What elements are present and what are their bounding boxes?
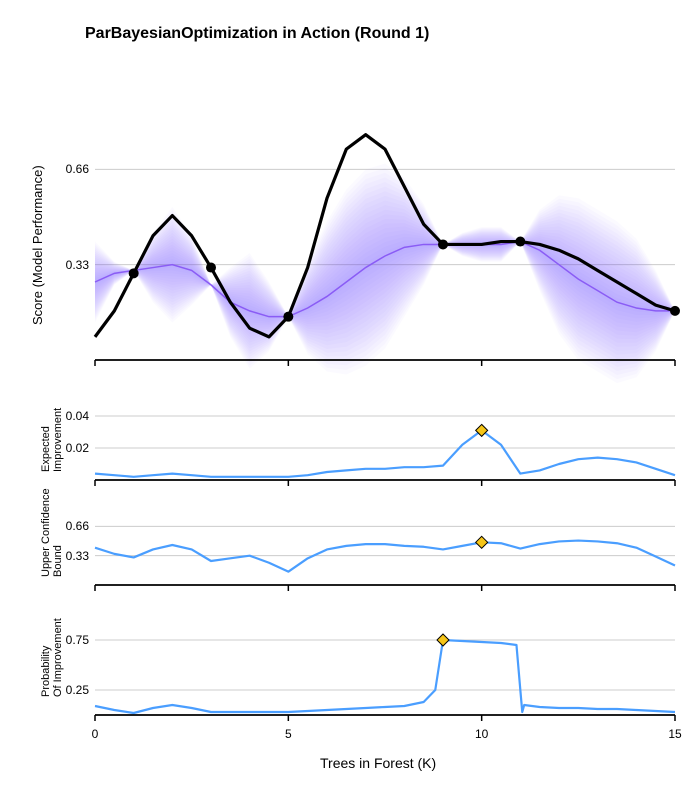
main-ylabel: Score (Model Performance) — [30, 165, 45, 325]
x-tick-label: 5 — [285, 727, 292, 741]
main-panel — [95, 100, 695, 380]
figure-title: ParBayesianOptimization in Action (Round… — [85, 25, 429, 43]
y-tick-label: 0.75 — [66, 633, 89, 647]
y-tick-label: 0.66 — [66, 519, 89, 533]
y-tick-label: 0.04 — [66, 409, 89, 423]
ei-ylabel: ExpectedImprovement — [40, 408, 64, 472]
pi-ylabel: ProbabilityOf Improvement — [40, 618, 64, 697]
x-tick-label: 10 — [475, 727, 488, 741]
y-tick-label: 0.02 — [66, 441, 89, 455]
x-tick-label: 15 — [668, 727, 681, 741]
pi-panel — [95, 615, 695, 735]
ei-panel — [95, 400, 695, 500]
y-tick-label: 0.33 — [66, 258, 89, 272]
y-tick-label: 0.25 — [66, 683, 89, 697]
ucb-panel — [95, 505, 695, 605]
y-tick-label: 0.66 — [66, 162, 89, 176]
x-tick-label: 0 — [92, 727, 99, 741]
figure-container: ParBayesianOptimization in Action (Round… — [0, 0, 700, 789]
y-tick-label: 0.33 — [66, 549, 89, 563]
x-axis-label: Trees in Forest (K) — [320, 755, 436, 771]
ucb-ylabel: Upper ConfidenceBound — [40, 488, 64, 577]
